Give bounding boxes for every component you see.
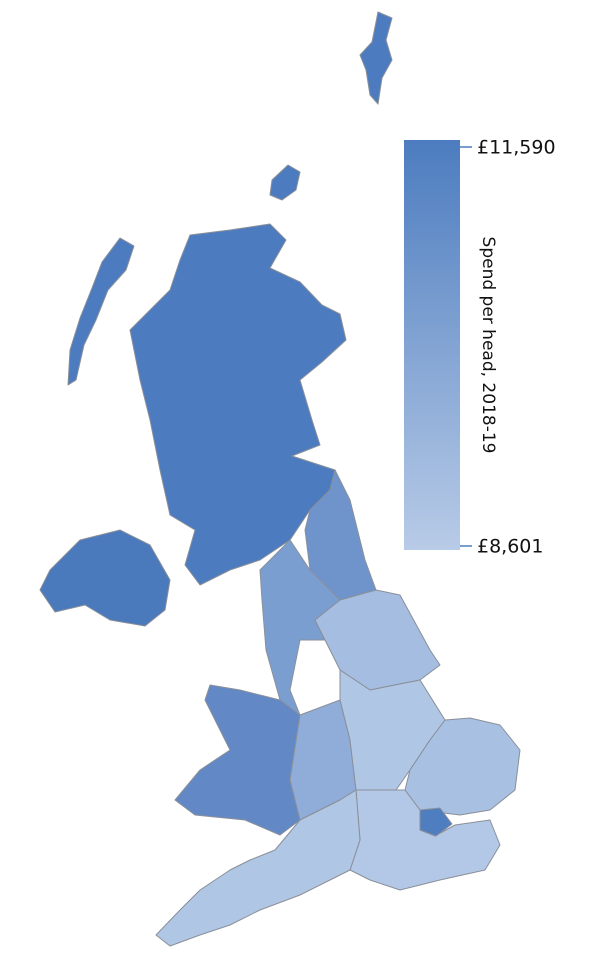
- color-scale: [404, 140, 460, 550]
- region: [314, 589, 441, 691]
- region: [404, 717, 521, 816]
- legend-max-label: £11,590: [477, 137, 556, 159]
- region: [67, 237, 135, 386]
- region: [269, 164, 301, 201]
- uk-regions: [39, 11, 521, 947]
- legend-title: Spend per head, 2018-19: [478, 237, 498, 454]
- legend: £11,590 £8,601 Spend per head, 2018-19: [404, 137, 556, 558]
- region: [174, 684, 301, 836]
- region: [155, 789, 361, 947]
- region: [419, 807, 453, 837]
- region: [359, 11, 393, 105]
- legend-min-label: £8,601: [477, 536, 543, 558]
- region: [349, 789, 501, 891]
- region: [39, 529, 171, 627]
